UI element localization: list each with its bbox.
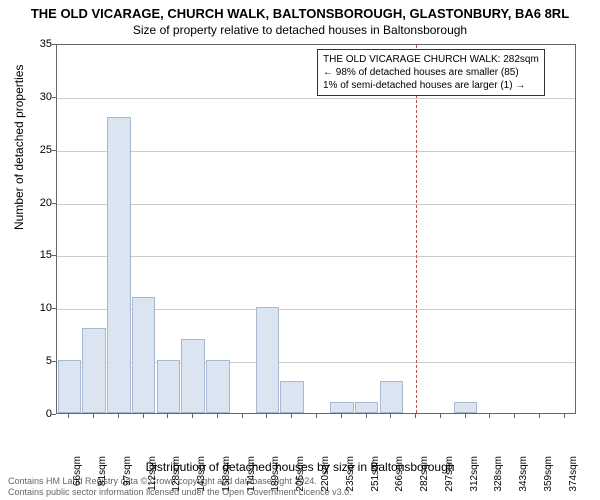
annotation-line: 1% of semi-detached houses are larger (1… <box>323 79 539 92</box>
ytick-mark <box>52 44 56 45</box>
xtick-label: 251sqm <box>370 456 381 492</box>
histogram-bar <box>58 360 82 413</box>
xtick-label: 143sqm <box>196 456 207 492</box>
xtick-mark <box>465 414 466 418</box>
xtick-label: 343sqm <box>518 456 529 492</box>
ytick-label: 35 <box>22 38 52 50</box>
xtick-mark <box>341 414 342 418</box>
histogram-bar <box>256 307 280 413</box>
xtick-mark <box>291 414 292 418</box>
ytick-mark <box>52 150 56 151</box>
histogram-bar <box>157 360 181 413</box>
annotation-line: ← 98% of detached houses are smaller (85… <box>323 66 539 79</box>
xtick-mark <box>143 414 144 418</box>
xtick-label: 128sqm <box>171 456 182 492</box>
xtick-label: 282sqm <box>419 456 430 492</box>
ytick-mark <box>52 414 56 415</box>
xtick-label: 359sqm <box>543 456 554 492</box>
xtick-mark <box>192 414 193 418</box>
annotation-callout: THE OLD VICARAGE CHURCH WALK: 282sqm← 98… <box>317 49 545 96</box>
histogram-bar <box>181 339 205 413</box>
histogram-bar <box>280 381 304 413</box>
xtick-label: 266sqm <box>394 456 405 492</box>
histogram-bar <box>107 117 131 413</box>
xtick-mark <box>217 414 218 418</box>
xtick-mark <box>366 414 367 418</box>
histogram-bar <box>380 381 404 413</box>
xtick-label: 205sqm <box>295 456 306 492</box>
xtick-label: 297sqm <box>444 456 455 492</box>
grid-line <box>57 98 575 99</box>
ytick-mark <box>52 255 56 256</box>
xtick-label: 220sqm <box>320 456 331 492</box>
xtick-mark <box>564 414 565 418</box>
histogram-bar <box>82 328 106 413</box>
xtick-mark <box>118 414 119 418</box>
xtick-label: 158sqm <box>221 456 232 492</box>
ytick-mark <box>52 203 56 204</box>
histogram-bar <box>206 360 230 413</box>
ytick-label: 10 <box>22 302 52 314</box>
grid-line <box>57 151 575 152</box>
annotation-line: THE OLD VICARAGE CHURCH WALK: 282sqm <box>323 53 539 66</box>
xtick-mark <box>415 414 416 418</box>
xtick-label: 66sqm <box>72 456 83 486</box>
xtick-mark <box>489 414 490 418</box>
xtick-mark <box>242 414 243 418</box>
chart-subtitle: Size of property relative to detached ho… <box>0 21 600 41</box>
xtick-label: 312sqm <box>469 456 480 492</box>
ytick-label: 15 <box>22 249 52 261</box>
ytick-label: 25 <box>22 144 52 156</box>
ytick-label: 5 <box>22 355 52 367</box>
xtick-mark <box>266 414 267 418</box>
xtick-mark <box>514 414 515 418</box>
xtick-label: 97sqm <box>122 456 133 486</box>
xtick-mark <box>167 414 168 418</box>
xtick-label: 328sqm <box>493 456 504 492</box>
ytick-mark <box>52 97 56 98</box>
xtick-mark <box>390 414 391 418</box>
grid-line <box>57 256 575 257</box>
xtick-label: 112sqm <box>147 456 158 491</box>
xtick-label: 374sqm <box>568 456 579 492</box>
xtick-mark <box>440 414 441 418</box>
ytick-label: 20 <box>22 197 52 209</box>
xtick-label: 235sqm <box>345 456 356 492</box>
xtick-label: 189sqm <box>270 456 281 492</box>
xtick-mark <box>93 414 94 418</box>
ytick-label: 30 <box>22 91 52 103</box>
histogram-bar <box>132 297 156 413</box>
grid-line <box>57 204 575 205</box>
xtick-mark <box>316 414 317 418</box>
xtick-mark <box>68 414 69 418</box>
chart-plot-area: THE OLD VICARAGE CHURCH WALK: 282sqm← 98… <box>56 44 576 414</box>
histogram-bar <box>355 402 379 413</box>
histogram-bar <box>454 402 478 413</box>
xtick-mark <box>539 414 540 418</box>
ytick-mark <box>52 361 56 362</box>
histogram-bar <box>330 402 354 413</box>
ytick-label: 0 <box>22 408 52 420</box>
xtick-label: 174sqm <box>246 456 257 492</box>
subject-marker-line <box>416 45 417 413</box>
ytick-mark <box>52 308 56 309</box>
chart-title: THE OLD VICARAGE, CHURCH WALK, BALTONSBO… <box>0 0 600 21</box>
xtick-label: 81sqm <box>97 456 108 486</box>
